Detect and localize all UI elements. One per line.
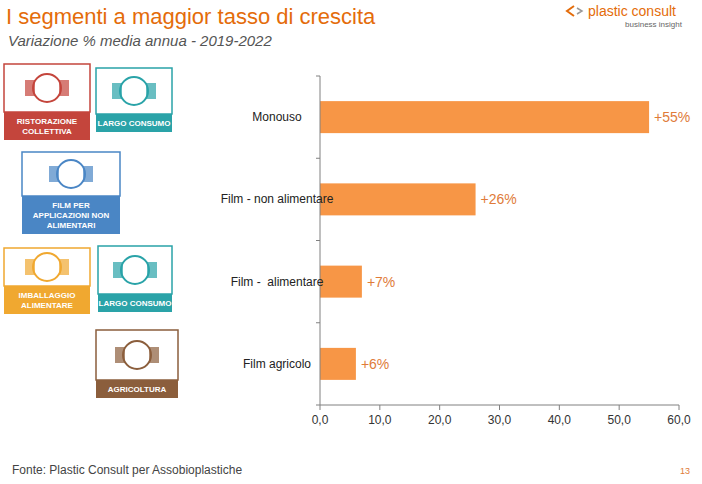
badge-label: AGRICOLTURA — [108, 385, 167, 394]
data-label: +55% — [654, 109, 690, 125]
x-tick — [499, 405, 500, 410]
category-label: Film - alimentare — [231, 275, 324, 289]
badge-icon-frame — [4, 64, 90, 112]
badge-band — [4, 286, 90, 314]
badge-label: IMBALLAGGIOALIMENTARE — [19, 291, 76, 310]
x-tick-label: 0,0 — [312, 413, 329, 427]
badge-icon — [112, 83, 122, 99]
badge-icon — [33, 74, 61, 102]
badge-label-line: IMBALLAGGIO — [19, 291, 76, 300]
page-number: 13 — [680, 466, 690, 476]
badge-icon — [147, 262, 157, 278]
category-tick — [316, 76, 320, 77]
badge-icon — [146, 83, 156, 99]
badge-label: FILM PERAPPLICAZIONI NONALIMENTARI — [33, 201, 110, 230]
badge-band — [96, 380, 178, 398]
badge-icon — [59, 80, 69, 96]
category-tick — [316, 322, 320, 323]
badge: RISTORAZIONECOLLETTIVA — [4, 64, 90, 140]
badge: LARGO CONSUMO — [98, 246, 172, 312]
badge: IMBALLAGGIOALIMENTARE — [4, 248, 90, 314]
x-tick-label: 30,0 — [488, 413, 512, 427]
badge-icon — [149, 347, 159, 363]
badge-label-line: RISTORAZIONE — [17, 117, 78, 126]
category-tick — [316, 240, 320, 241]
badge-band — [96, 114, 172, 132]
badge-icon — [83, 166, 93, 182]
badge-band — [98, 294, 172, 312]
badge: FILM PERAPPLICAZIONI NONALIMENTARI — [22, 152, 120, 234]
badge-label-line: COLLETTIVA — [22, 127, 72, 136]
x-tick — [320, 405, 321, 410]
badge-band — [4, 112, 90, 140]
bars — [320, 101, 649, 380]
badge-icon — [115, 347, 125, 363]
bar — [320, 183, 476, 215]
logo-mark — [577, 8, 582, 14]
badge-label-line: LARGO CONSUMO — [98, 119, 171, 128]
badge-label-line: LARGO CONSUMO — [99, 299, 172, 308]
x-tick-label: 10,0 — [368, 413, 392, 427]
badge-icon-frame — [98, 246, 172, 294]
bar — [320, 266, 362, 298]
badge-label: LARGO CONSUMO — [99, 299, 172, 308]
badge-label: LARGO CONSUMO — [98, 119, 171, 128]
title: I segmenti a maggior tasso di crescita — [6, 4, 376, 29]
badge-icon-frame — [4, 248, 90, 286]
x-tick — [379, 405, 380, 410]
badge: LARGO CONSUMO — [96, 68, 172, 132]
category-tick — [316, 158, 320, 159]
x-tick — [439, 405, 440, 410]
x-tick — [679, 405, 680, 410]
data-label: +26% — [481, 191, 517, 207]
badge-label: RISTORAZIONECOLLETTIVA — [17, 117, 78, 136]
category-label: Film agricolo — [243, 357, 311, 371]
badge-icon-frame — [96, 68, 172, 114]
badge-icon — [57, 160, 85, 188]
x-tick-label: 60,0 — [667, 413, 691, 427]
x-tick-label: 40,0 — [548, 413, 572, 427]
badge-icon — [123, 341, 151, 369]
badge-label-line: FILM PER — [52, 201, 90, 210]
badge-label-line: ALIMENTARI — [47, 221, 96, 230]
badge-icon — [33, 253, 61, 281]
data-label: +7% — [367, 274, 395, 290]
badge-icon-frame — [96, 330, 178, 380]
subtitle: Variazione % media annua - 2019-2022 — [8, 32, 272, 49]
data-label: +6% — [361, 356, 389, 372]
badge-icon — [25, 80, 35, 96]
bar — [320, 348, 356, 380]
category-label: Monouso — [252, 110, 302, 124]
badge-icon — [121, 256, 149, 284]
x-tick-label: 20,0 — [428, 413, 452, 427]
badge: AGRICOLTURA — [96, 330, 178, 398]
badge-band — [22, 196, 120, 234]
badge-icon-frame — [22, 152, 120, 196]
badge-label-line: APPLICAZIONI NON — [33, 211, 110, 220]
badge-label-line: AGRICOLTURA — [108, 385, 167, 394]
badge-icon — [120, 77, 148, 105]
badge-icon — [49, 166, 59, 182]
x-tick — [559, 405, 560, 410]
badge-icon — [59, 259, 69, 275]
badge-icon — [113, 262, 123, 278]
category-label: Film - non alimentare — [221, 192, 334, 206]
x-tick-label: 50,0 — [607, 413, 631, 427]
logo: plastic consult — [588, 3, 676, 19]
badge-icon — [25, 259, 35, 275]
bar — [320, 101, 649, 133]
logo-mark — [567, 6, 574, 16]
logo-sub: business insight — [625, 20, 683, 29]
badge-label-line: ALIMENTARE — [21, 301, 74, 310]
page: I segmenti a maggior tasso di crescita Va… — [0, 0, 702, 484]
x-tick — [619, 405, 620, 410]
source: Fonte: Plastic Consult per Assobioplasti… — [12, 463, 242, 477]
category-tick — [316, 405, 320, 406]
